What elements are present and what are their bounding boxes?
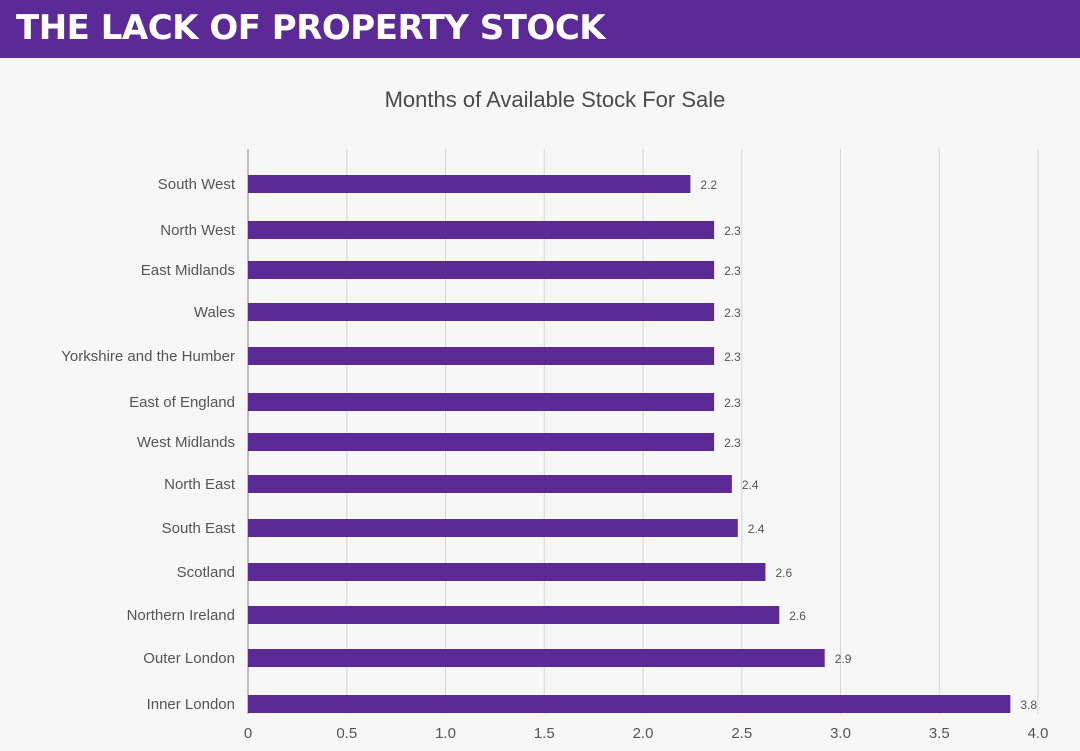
data-label: 2.3: [724, 396, 741, 410]
bar: [248, 563, 766, 581]
category-label: South East: [162, 520, 236, 537]
category-label: East of England: [129, 394, 235, 411]
data-label: 2.3: [724, 436, 741, 450]
x-tick-label: 4.0: [1028, 725, 1049, 742]
category-label: Yorkshire and the Humber: [61, 348, 235, 365]
bar: [248, 649, 825, 667]
x-tick-label: 3.5: [929, 725, 950, 742]
x-tick-label: 3.0: [830, 725, 851, 742]
category-label: Outer London: [143, 650, 235, 667]
labels: 0 0.5 1.0 1.5 2.0 2.5 3.0 3.5 4.0 South West 2.2 No…: [61, 176, 1048, 742]
bar: [248, 519, 738, 537]
bar: [248, 393, 715, 411]
x-tick-label: 1.5: [534, 725, 555, 742]
data-label: 3.8: [1020, 698, 1037, 712]
bar: [248, 303, 715, 321]
chart-title: Months of Available Stock For Sale: [385, 87, 726, 112]
data-label: 2.3: [724, 224, 741, 238]
bar: [248, 433, 715, 451]
data-label: 2.4: [748, 522, 765, 536]
bars: [248, 175, 1011, 713]
data-label: 2.6: [789, 609, 806, 623]
gridlines: [247, 149, 1039, 714]
page-title: THE LACK OF PROPERTY STOCK: [16, 8, 606, 48]
category-label: North East: [164, 476, 236, 493]
category-label: South West: [158, 176, 236, 193]
bar: [248, 175, 691, 193]
bar: [248, 695, 1011, 713]
bar: [248, 347, 715, 365]
bar: [248, 475, 732, 493]
data-label: 2.4: [742, 478, 759, 492]
category-label: Inner London: [147, 696, 235, 713]
data-label: 2.6: [775, 566, 792, 580]
data-label: 2.9: [835, 652, 852, 666]
data-label: 2.3: [724, 306, 741, 320]
x-tick-label: 0: [244, 725, 252, 742]
category-label: West Midlands: [137, 434, 235, 451]
bar: [248, 606, 780, 624]
x-tick-label: 2.0: [633, 725, 654, 742]
data-label: 2.2: [700, 178, 717, 192]
category-label: East Midlands: [141, 262, 235, 279]
data-label: 2.3: [724, 264, 741, 278]
data-label: 2.3: [724, 350, 741, 364]
bar: [248, 221, 715, 239]
x-tick-label: 2.5: [731, 725, 752, 742]
x-tick-label: 1.0: [435, 725, 456, 742]
x-tick-label: 0.5: [336, 725, 357, 742]
category-label: North West: [160, 222, 236, 239]
category-label: Wales: [194, 304, 235, 321]
category-label: Scotland: [177, 564, 235, 581]
header-banner: THE LACK OF PROPERTY STOCK: [0, 0, 1080, 58]
bar-chart: Months of Available Stock For Sale 0 0.5 1…: [61, 87, 1048, 742]
category-label: Northern Ireland: [127, 607, 235, 624]
bar: [248, 261, 715, 279]
chart-area: Months of Available Stock For Sale 0 0.5 1…: [0, 58, 1080, 751]
